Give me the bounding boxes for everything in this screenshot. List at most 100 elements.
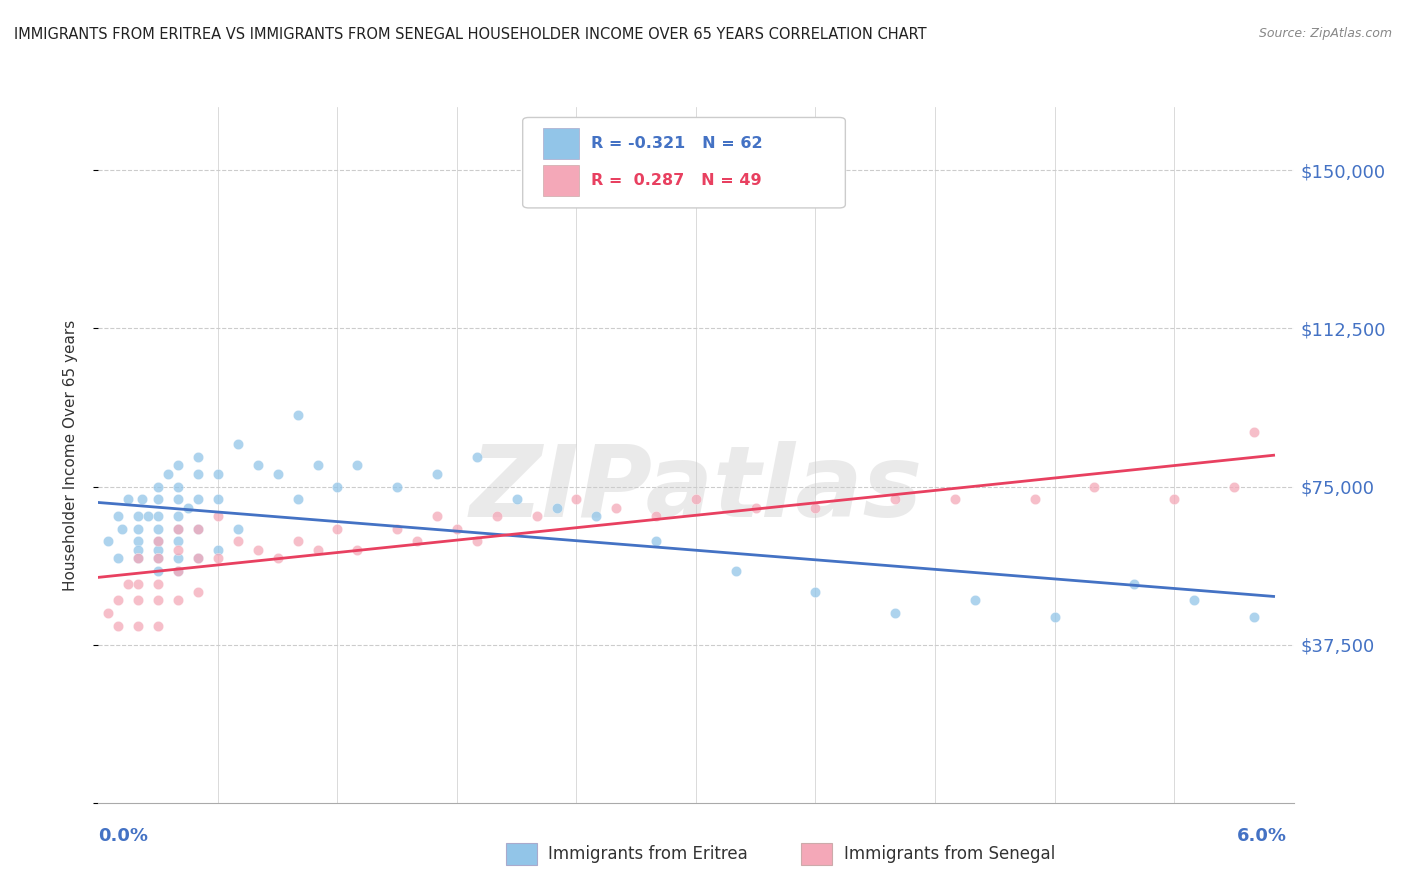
Point [546,500,568,515]
Point [127,542,149,557]
Point [226,437,249,451]
Point [187,522,209,536]
Point [107,618,129,632]
Point [745,500,768,515]
Point [1163,492,1185,507]
Point [127,534,149,549]
Point [207,551,229,566]
Point [127,522,149,536]
Point [148,479,170,493]
Point [117,576,139,591]
Point [136,509,159,524]
Point [724,564,747,578]
Point [465,450,488,464]
Y-axis label: Householder Income Over 65 years: Householder Income Over 65 years [63,319,77,591]
Point [804,500,827,515]
Point [148,534,170,549]
Text: Source: ZipAtlas.com: Source: ZipAtlas.com [1258,27,1392,40]
Point [127,509,149,524]
Point [207,492,229,507]
Point [446,522,468,536]
Point [167,458,190,473]
Point [565,492,588,507]
Point [148,593,170,607]
Point [485,509,508,524]
Text: 0.0%: 0.0% [98,827,149,845]
Point [645,509,668,524]
Point [127,593,149,607]
Text: ZIPatlas: ZIPatlas [470,442,922,538]
Point [187,522,209,536]
Point [131,492,153,507]
Text: Immigrants from Senegal: Immigrants from Senegal [844,845,1054,863]
Text: 6.0%: 6.0% [1236,827,1286,845]
Point [287,534,309,549]
Point [385,522,409,536]
Point [307,542,329,557]
Point [465,534,488,549]
Point [287,492,309,507]
Point [167,492,190,507]
Point [167,522,190,536]
Point [506,492,529,507]
Point [605,500,627,515]
Point [1182,593,1205,607]
Text: R =  0.287   N = 49: R = 0.287 N = 49 [591,173,762,188]
Point [167,509,190,524]
Point [177,500,200,515]
Point [346,458,368,473]
Point [246,542,269,557]
Point [526,509,548,524]
Point [157,467,180,481]
Point [267,467,290,481]
Point [148,534,170,549]
Point [287,408,309,422]
Point [1243,610,1265,624]
Point [107,551,129,566]
Point [167,522,190,536]
Point [148,576,170,591]
Point [346,542,368,557]
Text: Immigrants from Eritrea: Immigrants from Eritrea [548,845,748,863]
Point [97,534,120,549]
Bar [543,128,579,159]
Point [187,492,209,507]
Point [148,542,170,557]
Point [326,522,349,536]
Point [187,551,209,566]
Point [426,509,449,524]
Point [385,479,409,493]
Point [426,467,449,481]
Point [326,479,349,493]
Point [111,522,134,536]
Point [267,551,290,566]
Point [187,585,209,599]
FancyBboxPatch shape [523,118,845,208]
Point [127,551,149,566]
Point [307,458,329,473]
Point [645,534,668,549]
Text: IMMIGRANTS FROM ERITREA VS IMMIGRANTS FROM SENEGAL HOUSEHOLDER INCOME OVER 65 YE: IMMIGRANTS FROM ERITREA VS IMMIGRANTS FR… [14,27,927,42]
Point [406,534,429,549]
Point [207,509,229,524]
Point [167,551,190,566]
Point [97,606,120,620]
Point [148,492,170,507]
Point [167,542,190,557]
Point [187,450,209,464]
Point [148,509,170,524]
Point [943,492,966,507]
Point [127,576,149,591]
Point [207,467,229,481]
Point [1024,492,1046,507]
Point [1123,576,1146,591]
Point [963,593,986,607]
Point [167,564,190,578]
Point [117,492,139,507]
Point [226,522,249,536]
Text: R = -0.321   N = 62: R = -0.321 N = 62 [591,136,762,151]
Point [685,492,707,507]
Point [187,551,209,566]
Point [148,551,170,566]
Point [167,593,190,607]
